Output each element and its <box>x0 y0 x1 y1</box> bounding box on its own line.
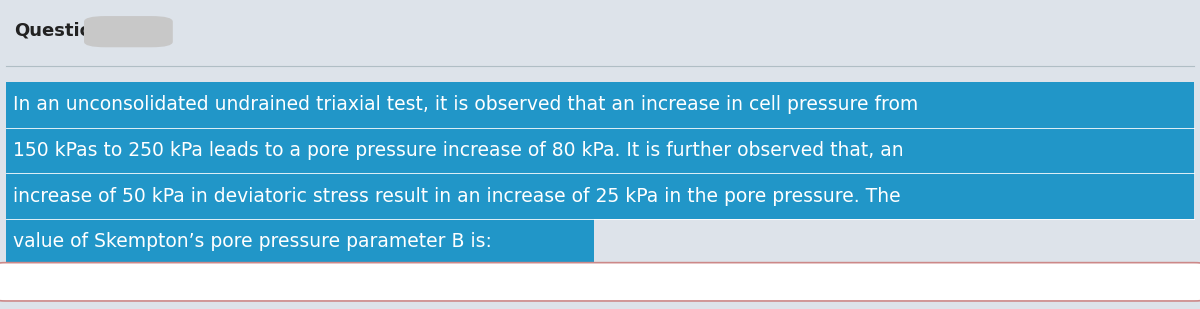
Text: value of Skempton’s pore pressure parameter B is:: value of Skempton’s pore pressure parame… <box>13 232 492 252</box>
FancyBboxPatch shape <box>6 82 1194 128</box>
Text: In an unconsolidated undrained triaxial test, it is observed that an increase in: In an unconsolidated undrained triaxial … <box>13 95 918 114</box>
Text: Question: Question <box>14 22 106 40</box>
FancyBboxPatch shape <box>84 16 173 47</box>
Text: 150 kPas to 250 kPa leads to a pore pressure increase of 80 kPa. It is further o: 150 kPas to 250 kPa leads to a pore pres… <box>13 141 904 160</box>
FancyBboxPatch shape <box>6 173 1194 219</box>
Text: increase of 50 kPa in deviatoric stress result in an increase of 25 kPa in the p: increase of 50 kPa in deviatoric stress … <box>13 187 901 206</box>
FancyBboxPatch shape <box>6 219 594 265</box>
FancyBboxPatch shape <box>0 263 1200 301</box>
FancyBboxPatch shape <box>6 128 1194 173</box>
